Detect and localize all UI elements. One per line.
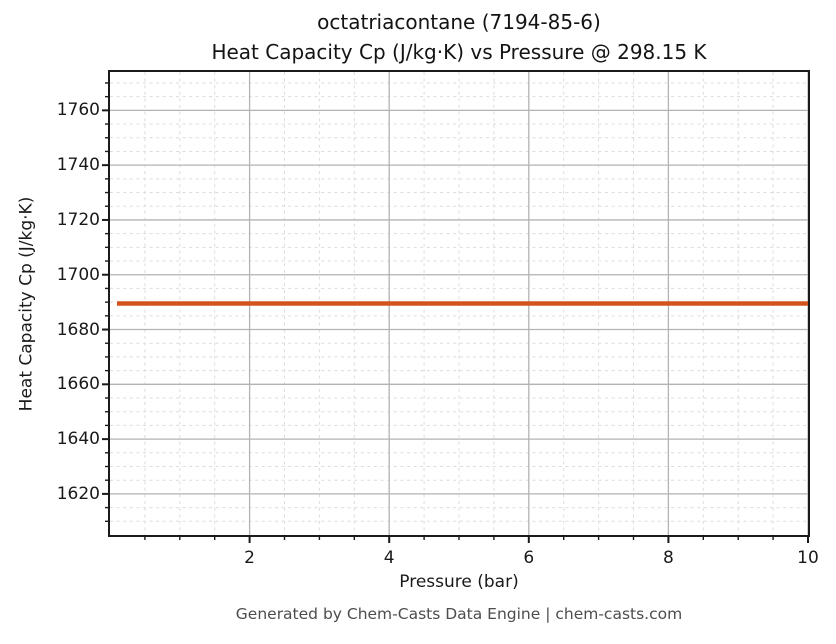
x-tick-label: 6 <box>523 548 535 568</box>
y-axis-label: Heat Capacity Cp (J/kg·K) <box>16 196 36 412</box>
y-tick-label: 1740 <box>56 155 100 176</box>
y-tick-label: 1640 <box>56 429 100 450</box>
y-tick-label: 1720 <box>56 209 100 230</box>
footer-credit: Generated by Chem-Casts Data Engine | ch… <box>235 605 683 623</box>
chart-title-block: octatriacontane (7194-85-6) Heat Capacit… <box>110 7 808 67</box>
y-tick-label: 1700 <box>56 264 100 285</box>
chart-title: octatriacontane (7194-85-6) <box>317 10 601 34</box>
x-tick-label: 8 <box>662 548 674 568</box>
x-tick-label: 4 <box>383 548 395 568</box>
y-tick-label: 1620 <box>56 483 100 504</box>
x-tick-label: 10 <box>797 548 819 568</box>
chart-subtitle: Heat Capacity Cp (J/kg·K) vs Pressure @ … <box>211 40 707 64</box>
y-tick-label: 1680 <box>56 319 100 340</box>
x-tick-label: 2 <box>244 548 255 568</box>
y-tick-label: 1660 <box>56 374 100 395</box>
y-tick-label: 1760 <box>56 100 100 121</box>
x-axis-label: Pressure (bar) <box>399 572 519 592</box>
